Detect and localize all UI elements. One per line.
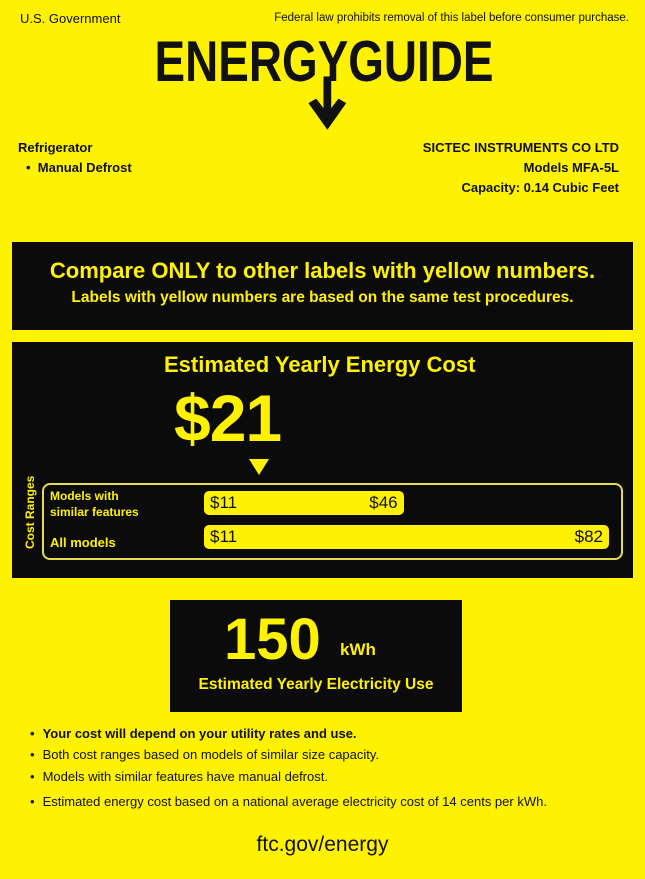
range-min: $11: [210, 493, 238, 512]
range-max: $82: [574, 527, 603, 546]
note-item: Both cost ranges based on models of simi…: [30, 747, 379, 762]
energyguide-logo: ENERGYGUIDE: [155, 32, 493, 130]
logo-down-arrow-icon: [308, 76, 347, 130]
range-max: $46: [369, 493, 398, 512]
cost-ranges-label: Cost Ranges: [23, 475, 37, 549]
kwh-label: Estimated Yearly Electricity Use: [198, 676, 434, 693]
compare-heading: Compare ONLY to other labels with yellow…: [49, 258, 596, 283]
us-government-label: U.S. Government: [20, 11, 121, 26]
cost-value: $21: [174, 381, 282, 455]
electricity-use-panel: 150 kWh Estimated Yearly Electricity Use: [170, 600, 462, 712]
note-item: Your cost will depend on your utility ra…: [30, 726, 357, 741]
range-bar-similar: $11 $46: [204, 491, 404, 515]
range-label-similar: Models with similar features: [50, 488, 139, 520]
kwh-value: 150: [224, 607, 321, 672]
kwh-unit: kWh: [340, 640, 376, 659]
range-label-line: Models with: [50, 489, 119, 503]
note-item: Models with similar features have manual…: [30, 769, 328, 784]
cost-pointer-triangle-icon: [249, 459, 270, 475]
note-item: Estimated energy cost based on a nationa…: [30, 794, 547, 809]
cost-title: Estimated Yearly Energy Cost: [164, 352, 476, 377]
appliance-type: Refrigerator: [18, 140, 93, 155]
range-label-line: similar features: [50, 505, 139, 519]
range-min: $11: [210, 527, 238, 546]
manufacturer-name: SICTEC INSTRUMENTS CO LTD: [422, 140, 619, 155]
compare-subheading: Labels with yellow numbers are based on …: [71, 289, 574, 306]
cost-ranges-box: Models with similar features All models $…: [42, 483, 623, 560]
compare-panel: Compare ONLY to other labels with yellow…: [12, 242, 633, 330]
range-bar-all: $11 $82: [204, 525, 609, 549]
capacity: Capacity: 0.14 Cubic Feet: [461, 180, 620, 195]
energy-cost-panel: Estimated Yearly Energy Cost $21 Cost Ra…: [12, 342, 633, 578]
feature-item: • Manual Defrost: [26, 160, 132, 175]
feature-text: Manual Defrost: [37, 160, 132, 175]
ftc-link[interactable]: ftc.gov/energy: [256, 833, 389, 856]
model-number: Models MFA-5L: [523, 160, 619, 175]
federal-notice: Federal law prohibits removal of this la…: [274, 12, 629, 24]
range-label-all: All models: [50, 535, 116, 550]
